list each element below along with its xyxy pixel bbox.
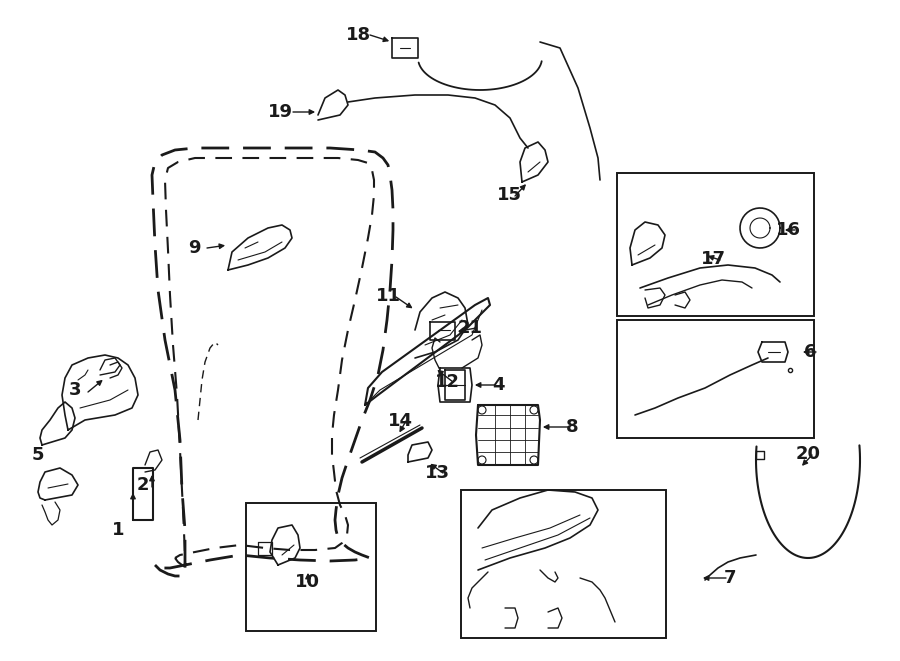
- Text: 1: 1: [112, 521, 124, 539]
- Text: 6: 6: [804, 343, 816, 361]
- Text: 9: 9: [188, 239, 200, 257]
- Text: 21: 21: [457, 319, 482, 337]
- Text: 3: 3: [68, 381, 81, 399]
- Text: 15: 15: [497, 186, 521, 204]
- Text: 7: 7: [724, 569, 736, 587]
- Bar: [617, 173, 814, 316]
- Bar: [246, 503, 376, 631]
- Text: 18: 18: [346, 26, 371, 44]
- Text: 10: 10: [294, 573, 320, 591]
- Text: 11: 11: [375, 287, 401, 305]
- Text: 4: 4: [491, 376, 504, 394]
- Text: 5: 5: [32, 446, 44, 464]
- Text: 19: 19: [267, 103, 293, 121]
- Text: 20: 20: [796, 445, 821, 463]
- Text: 13: 13: [425, 464, 449, 482]
- Text: 14: 14: [388, 412, 412, 430]
- Bar: [461, 490, 666, 638]
- Text: 16: 16: [776, 221, 800, 239]
- Text: 2: 2: [137, 476, 149, 494]
- Bar: [617, 320, 814, 438]
- Text: 17: 17: [700, 250, 725, 268]
- Text: 12: 12: [435, 373, 460, 391]
- Text: 8: 8: [566, 418, 579, 436]
